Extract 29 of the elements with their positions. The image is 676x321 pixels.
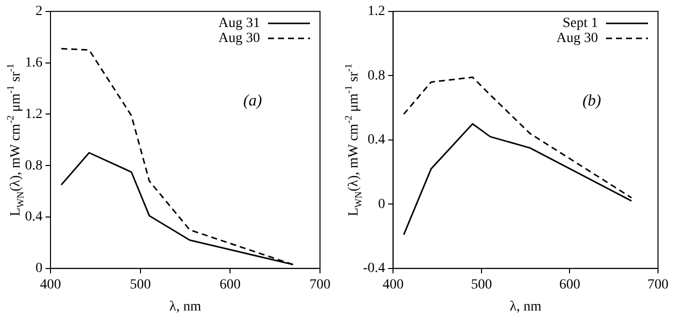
x-tick-label: 700 xyxy=(310,277,330,292)
y-tick-label: 0 xyxy=(36,261,42,276)
legend-label: Aug 31 xyxy=(218,16,260,32)
y-tick-label: 1.6 xyxy=(25,55,42,70)
x-axis-title: λ, nm xyxy=(510,299,542,314)
x-tick-label: 600 xyxy=(220,277,241,292)
annotation: (a) xyxy=(243,92,262,110)
y-tick-label: 0.8 xyxy=(25,158,42,174)
y-tick-label: 1.2 xyxy=(25,106,42,122)
y-tick-label: -0.4 xyxy=(362,261,386,276)
legend-label: Sept 1 xyxy=(562,16,598,32)
y-tick-label: 2 xyxy=(36,4,42,20)
annotation: (b) xyxy=(582,92,602,110)
y-tick-label: 0.4 xyxy=(25,210,42,225)
y-tick-label: 0.4 xyxy=(368,132,386,148)
x-axis-title: λ, nm xyxy=(169,299,202,314)
y-axis-title: LWN(λ), mW cm-2 μm-1 sr-1 xyxy=(344,63,364,216)
x-tick-label: 600 xyxy=(559,277,580,292)
x-tick-label: 500 xyxy=(130,277,151,292)
x-tick-label: 500 xyxy=(470,277,492,292)
x-tick-label: 400 xyxy=(382,277,404,292)
y-tick-label: 0.8 xyxy=(368,68,386,84)
y-tick-label: 1.2 xyxy=(368,4,386,20)
x-tick-label: 700 xyxy=(648,277,668,292)
x-tick-label: 400 xyxy=(40,277,61,292)
y-axis-title: LWN(λ), mW cm-2 μm-1 sr-1 xyxy=(6,63,26,216)
legend-label: Aug 30 xyxy=(218,31,260,46)
y-tick-label: 0 xyxy=(378,196,386,212)
legend-label: Aug 30 xyxy=(556,31,598,46)
